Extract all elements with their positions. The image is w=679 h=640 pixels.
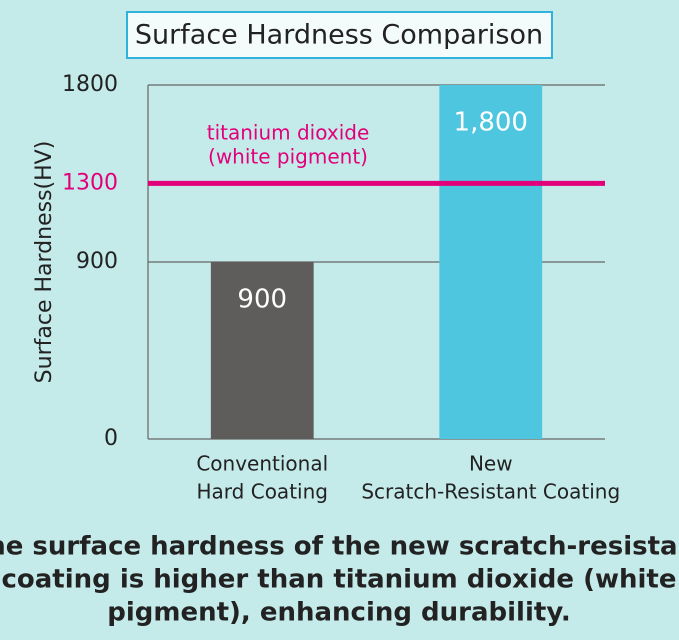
caption: The surface hardness of the new scratch-… xyxy=(0,532,679,562)
x-tick-label: New xyxy=(469,452,513,476)
caption: coating is higher than titanium dioxide … xyxy=(1,565,676,595)
bar xyxy=(439,85,543,439)
bar xyxy=(210,262,314,439)
value-label: 1,800 xyxy=(454,108,528,138)
y-tick-label: 900 xyxy=(76,249,118,274)
value-label: 900 xyxy=(237,285,287,315)
title-box xyxy=(126,11,553,59)
x-tick-label: Scratch-Resistant Coating xyxy=(361,480,620,504)
chart-title: Surface Hardness Comparison xyxy=(135,20,543,51)
y-tick-label: 0 xyxy=(104,426,118,451)
y-axis-label: Surface Hardness(HV) xyxy=(32,141,57,384)
reference-label: titanium dioxide xyxy=(207,121,370,145)
y-tick-label: 1800 xyxy=(62,72,118,97)
caption: pigment), enhancing durability. xyxy=(107,598,571,628)
y-tick-label: 1300 xyxy=(62,170,118,195)
x-tick-label: Hard Coating xyxy=(197,480,328,504)
reference-label: (white pigment) xyxy=(208,145,368,169)
x-tick-label: Conventional xyxy=(196,452,328,476)
